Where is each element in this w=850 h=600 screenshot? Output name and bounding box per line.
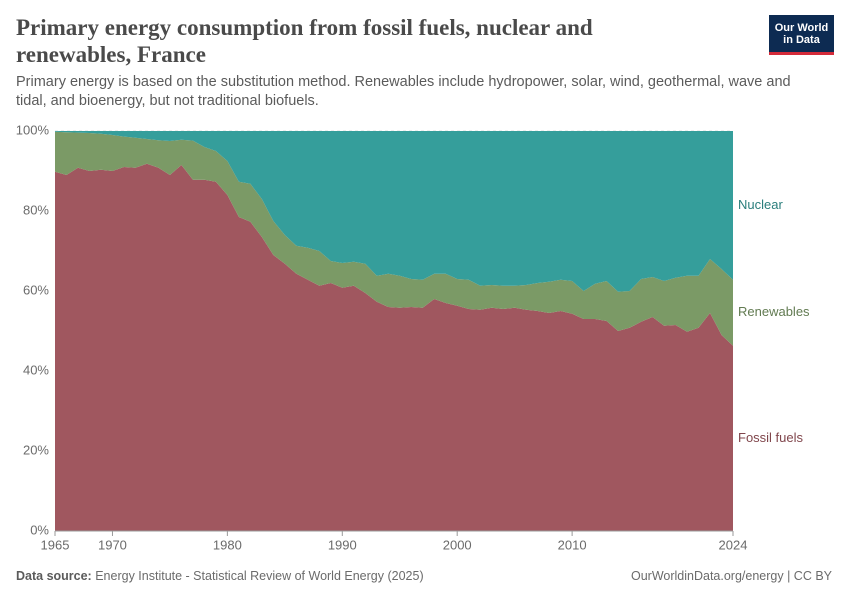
area — [55, 131, 733, 346]
y-tick-label: 80% — [23, 202, 49, 217]
chart-subtitle: Primary energy is based on the substitut… — [16, 74, 791, 109]
x-tick-label: 1970 — [98, 537, 127, 552]
area — [55, 163, 733, 532]
footer-credit[interactable]: OurWorldinData.org/energy | CC BY — [630, 569, 832, 583]
x-tick-label: 2024 — [719, 537, 748, 552]
logo-text: in Data — [783, 33, 820, 46]
x-tick-label: 2000 — [443, 537, 472, 552]
logo-text: Our World — [774, 21, 829, 34]
x-tick-label: 1980 — [213, 537, 242, 552]
y-tick-label: 60% — [23, 282, 49, 297]
y-tick-label: 20% — [23, 442, 49, 457]
chart-title: Primary energy consumption from fossil f… — [16, 15, 593, 67]
x-tick-label: 1990 — [328, 537, 357, 552]
legend-label: Fossil fuels — [738, 430, 804, 445]
area — [55, 131, 733, 292]
y-tick-label: 0% — [30, 522, 49, 537]
y-tick-label: 40% — [23, 362, 49, 377]
x-tick-label: 1965 — [41, 537, 70, 552]
x-tick-label: 2010 — [558, 537, 587, 552]
source: Energy Institute - Statistical Review of… — [95, 569, 424, 583]
legend-label: Renewables — [738, 304, 810, 319]
footer-source: Data source: Energy Institute - Statisti… — [16, 569, 424, 583]
source-label: Data source: — [16, 569, 92, 583]
legend-label: Nuclear — [738, 197, 783, 212]
y-tick-label: 100% — [16, 122, 50, 137]
logo[interactable]: Our World in Data — [769, 15, 834, 55]
